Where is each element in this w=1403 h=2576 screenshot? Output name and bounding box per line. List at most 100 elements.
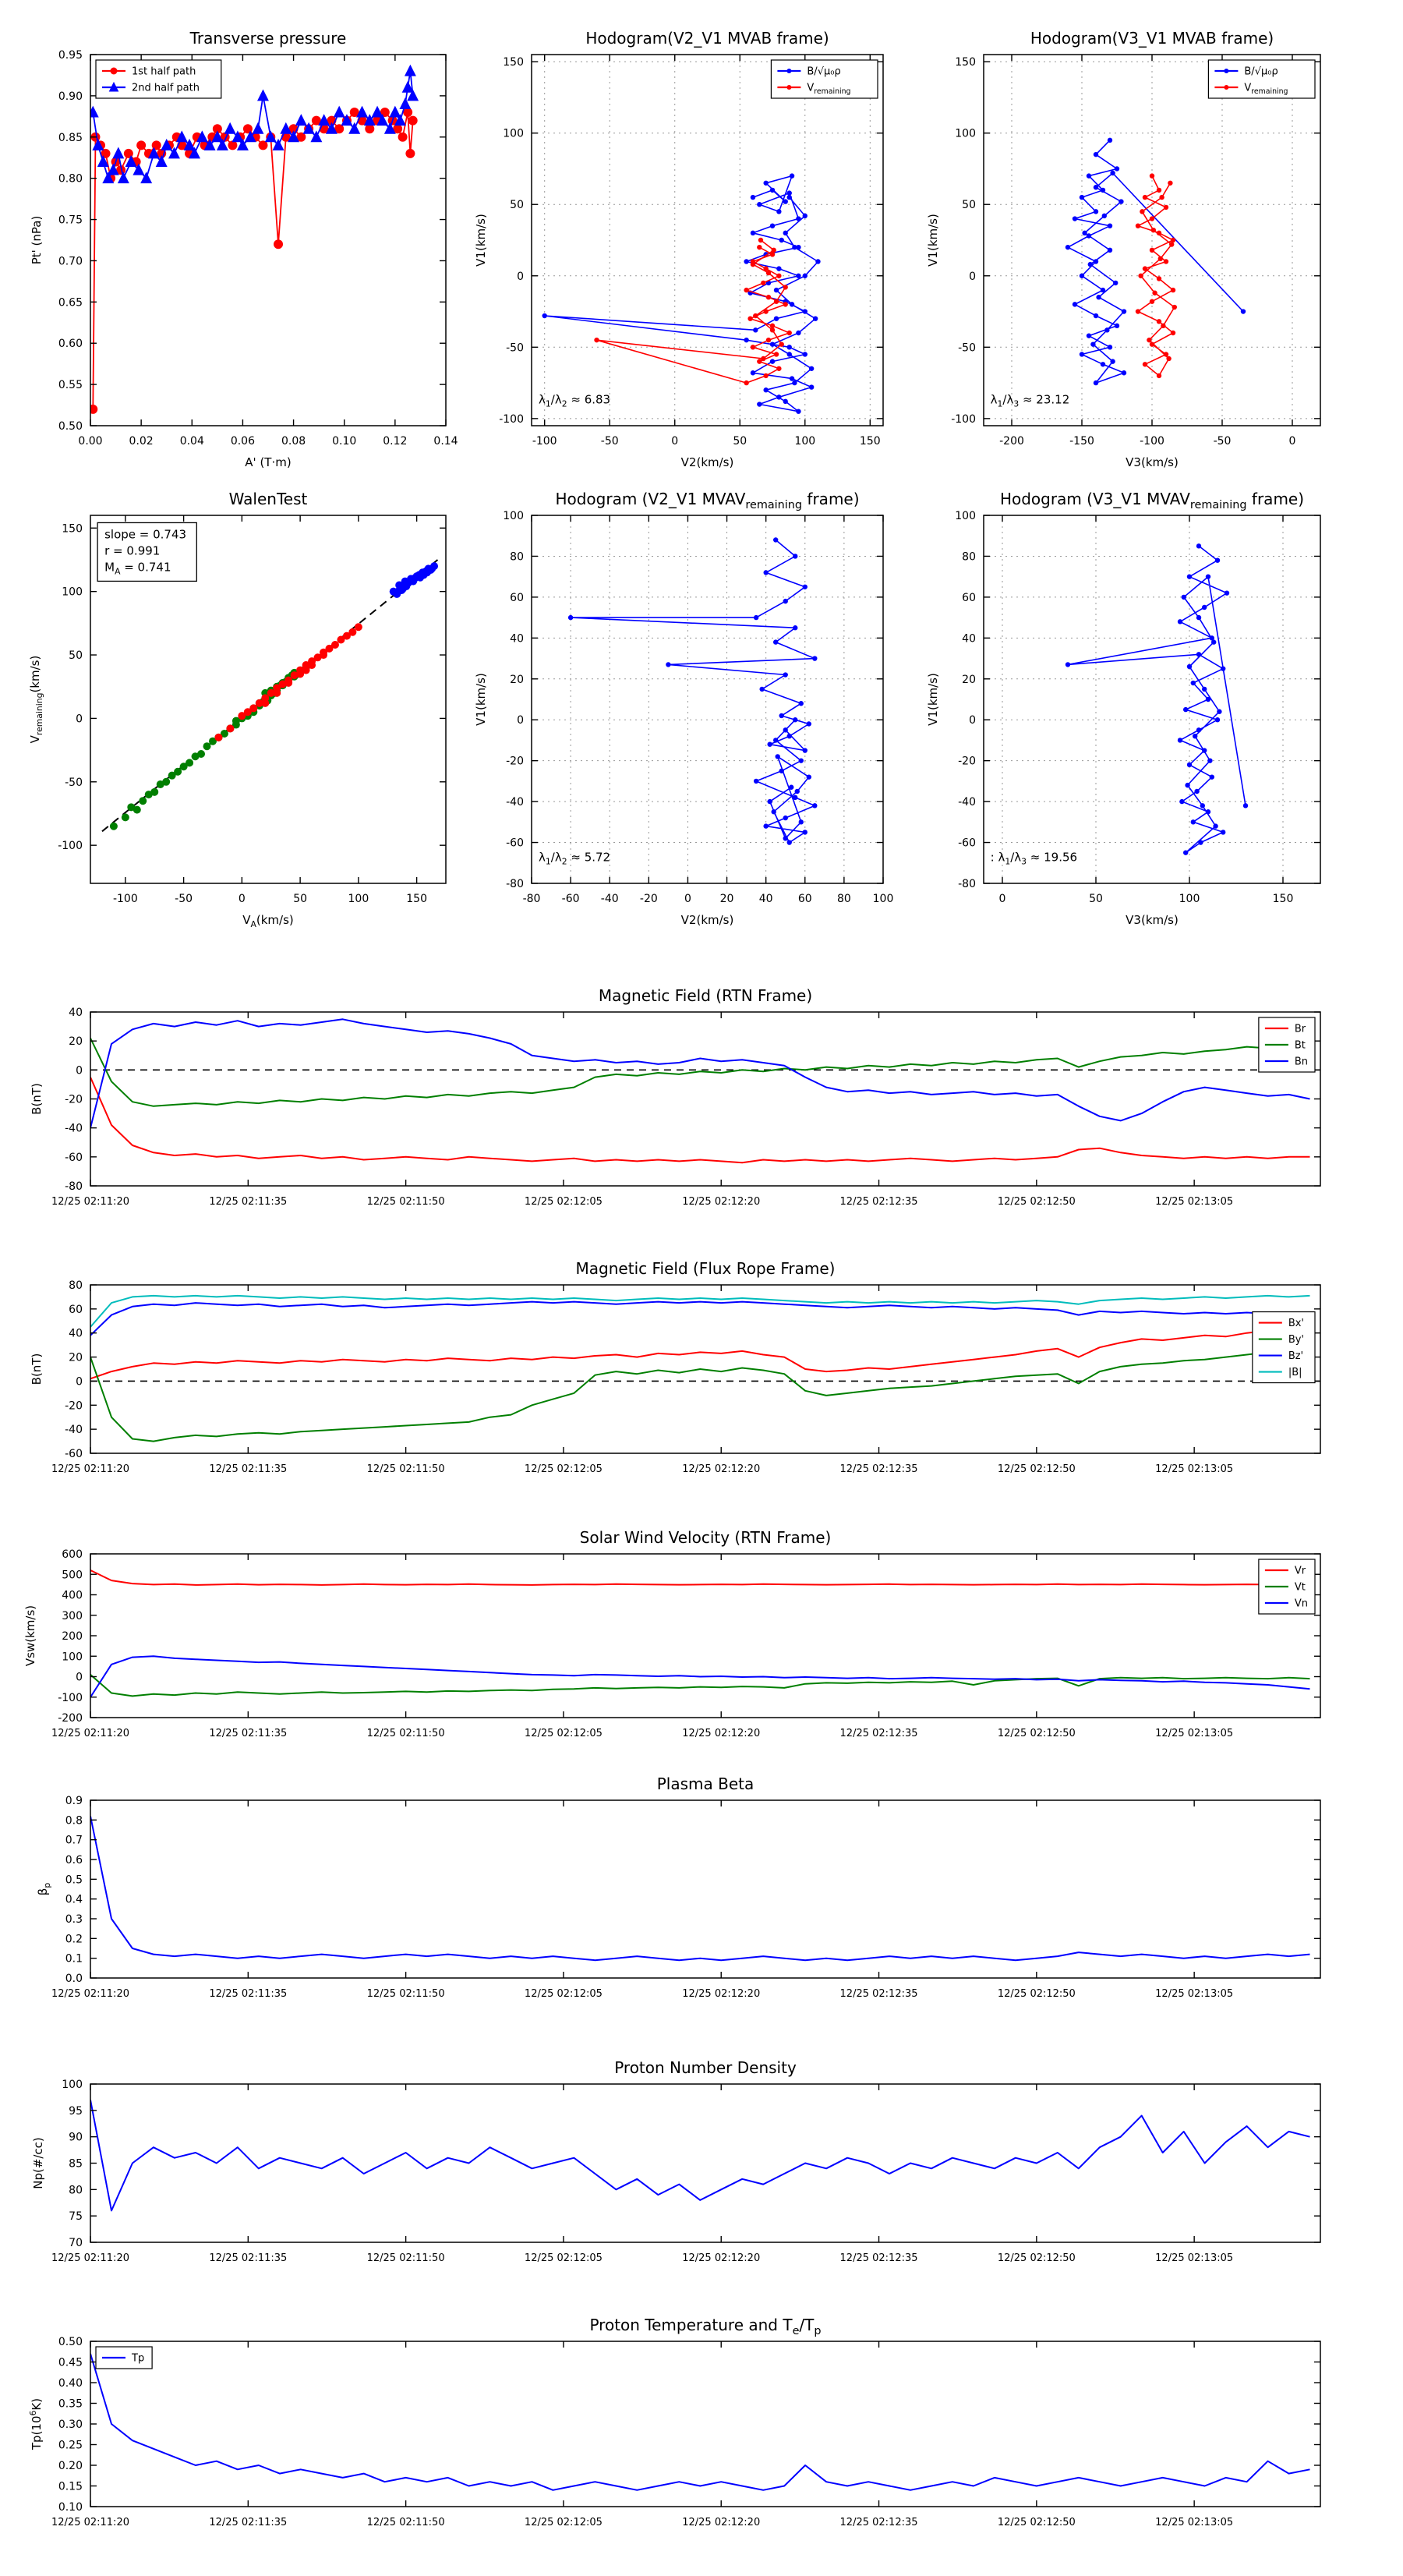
svg-text:80: 80 xyxy=(837,893,851,905)
svg-text:-100: -100 xyxy=(58,1692,83,1704)
svg-text:-50: -50 xyxy=(506,341,524,354)
svg-text:0.10: 0.10 xyxy=(332,435,356,448)
svg-text:-100: -100 xyxy=(1140,435,1164,448)
chart-title: Hodogram(V2_V1 MVAB frame) xyxy=(585,29,829,48)
svg-text:100: 100 xyxy=(955,510,976,522)
chart-plasma_beta: 12/25 02:11:20 12/25 02:11:35 12/25 02:11:… xyxy=(36,1775,1321,2000)
plot-border xyxy=(90,1799,1321,1979)
chart-b_fluxrope: 12/25 02:11:20 12/25 02:11:35 12/25 02:11:… xyxy=(30,1259,1321,1475)
svg-text:100: 100 xyxy=(503,128,524,140)
svg-text:0.30: 0.30 xyxy=(58,2419,83,2431)
grid xyxy=(532,55,883,426)
svg-text:100: 100 xyxy=(955,128,976,140)
svg-text:150: 150 xyxy=(860,435,881,448)
legend: B/√μ₀ρ Vremaining xyxy=(1207,59,1316,99)
svg-text:-60: -60 xyxy=(65,1152,83,1164)
ticks: 12/25 02:11:20 12/25 02:11:35 12/25 02:11:… xyxy=(51,2336,1320,2528)
annotation: λ1/λ3 ≈ 23.12 xyxy=(991,392,1070,409)
svg-text:12/25 02:12:50: 12/25 02:12:50 xyxy=(998,1728,1076,1739)
svg-text:12/25 02:12:50: 12/25 02:12:50 xyxy=(998,1463,1076,1475)
svg-text:20: 20 xyxy=(720,893,734,905)
svg-text:0.9: 0.9 xyxy=(65,1795,83,1807)
svg-text:1st half path: 1st half path xyxy=(132,66,196,78)
svg-text:-60: -60 xyxy=(562,893,580,905)
svg-text:0.00: 0.00 xyxy=(78,435,102,448)
plot-area xyxy=(90,1012,1320,1186)
svg-text:-100: -100 xyxy=(113,893,138,905)
chart-transverse_pressure: 0.00 0.02 0.04 0.06 0.08 0.10 0.12 0.14 0.50 0.55… xyxy=(30,29,458,469)
series-b-alfven xyxy=(543,175,819,412)
svg-text:-100: -100 xyxy=(499,413,524,426)
svg-text:0.10: 0.10 xyxy=(58,2501,83,2514)
svg-text:0.75: 0.75 xyxy=(58,214,83,227)
svg-text:95: 95 xyxy=(69,2105,83,2118)
svg-text:12/25 02:11:50: 12/25 02:11:50 xyxy=(367,1988,445,2000)
series-Np xyxy=(90,2100,1310,2212)
ticks: 12/25 02:11:20 12/25 02:11:35 12/25 02:11:… xyxy=(51,1795,1320,2000)
svg-text:40: 40 xyxy=(962,632,976,645)
y-axis-label: V1(km/s) xyxy=(926,214,940,267)
svg-text:0: 0 xyxy=(76,1375,83,1388)
svg-text:12/25 02:11:35: 12/25 02:11:35 xyxy=(209,1988,287,2000)
chart-vsw_rtn: 12/25 02:11:20 12/25 02:11:35 12/25 02:11:… xyxy=(23,1528,1321,1739)
svg-text:-40: -40 xyxy=(958,796,976,809)
series-group xyxy=(90,2353,1310,2491)
svg-text:0: 0 xyxy=(517,271,524,283)
svg-text:12/25 02:11:20: 12/25 02:11:20 xyxy=(51,1728,129,1739)
svg-text:12/25 02:11:50: 12/25 02:11:50 xyxy=(367,1463,445,1475)
legend: Br Bt Bn xyxy=(1258,1017,1316,1073)
series-Br xyxy=(90,1077,1310,1164)
svg-text:-100: -100 xyxy=(58,840,83,852)
svg-text:Vt: Vt xyxy=(1295,1582,1306,1594)
svg-text:-60: -60 xyxy=(506,837,524,850)
svg-text:12/25 02:11:35: 12/25 02:11:35 xyxy=(209,1463,287,1475)
svg-text:-40: -40 xyxy=(65,1424,83,1436)
svg-text:150: 150 xyxy=(1273,893,1294,905)
svg-text:60: 60 xyxy=(798,893,812,905)
svg-text:Vremaining: Vremaining xyxy=(807,83,850,96)
svg-text:0.85: 0.85 xyxy=(58,132,83,144)
legend: Vr Vt Vn xyxy=(1258,1559,1316,1615)
annotation: : λ1/λ3 ≈ 19.56 xyxy=(991,851,1077,867)
svg-text:12/25 02:12:50: 12/25 02:12:50 xyxy=(998,1988,1076,2000)
svg-text:0.3: 0.3 xyxy=(65,1913,83,1926)
svg-text:-80: -80 xyxy=(958,878,976,890)
series-Vt xyxy=(90,1674,1310,1697)
svg-text:-100: -100 xyxy=(951,413,976,426)
svg-text:-20: -20 xyxy=(958,755,976,768)
svg-text:-50: -50 xyxy=(958,341,976,354)
svg-text:12/25 02:12:05: 12/25 02:12:05 xyxy=(525,1988,603,2000)
svg-text:500: 500 xyxy=(62,1569,83,1581)
svg-text:-80: -80 xyxy=(523,893,541,905)
svg-text:-80: -80 xyxy=(65,1180,83,1193)
svg-text:0: 0 xyxy=(239,893,246,905)
svg-text:12/25 02:11:35: 12/25 02:11:35 xyxy=(209,1196,287,1208)
series-group xyxy=(90,1294,1310,1442)
svg-text:0.15: 0.15 xyxy=(58,2481,83,2493)
svg-text:12/25 02:11:50: 12/25 02:11:50 xyxy=(367,1196,445,1208)
chart-hodogram_v2v1_mvab: -100 -50 0 50 100 150 -100 -50 0 50 100 150 Hodogram… xyxy=(474,29,884,469)
series-group xyxy=(90,1816,1310,1962)
y-axis-label: Np(#/cc) xyxy=(31,2137,45,2189)
svg-text:12/25 02:12:35: 12/25 02:12:35 xyxy=(840,1728,918,1739)
svg-text:12/25 02:11:50: 12/25 02:11:50 xyxy=(367,1728,445,1739)
svg-text:0: 0 xyxy=(969,714,976,727)
svg-text:12/25 02:12:50: 12/25 02:12:50 xyxy=(998,2252,1076,2264)
chart-title: Transverse pressure xyxy=(189,29,347,48)
y-axis-label: B(nT) xyxy=(30,1353,44,1385)
svg-text:-50: -50 xyxy=(601,435,619,448)
series-group xyxy=(90,1569,1310,1698)
chart-hodogram_v3v1_mvab: -200 -150 -100 -50 0 -100 -50 0 50 100 150 Hodogram… xyxy=(926,29,1321,469)
annotation: λ1/λ2 ≈ 5.72 xyxy=(539,851,610,867)
svg-text:0: 0 xyxy=(684,893,691,905)
svg-text:12/25 02:12:20: 12/25 02:12:20 xyxy=(682,1988,760,2000)
svg-text:12/25 02:11:50: 12/25 02:11:50 xyxy=(367,2517,445,2528)
y-axis-label: Pt' (nPa) xyxy=(30,216,44,265)
svg-text:-40: -40 xyxy=(65,1123,83,1135)
svg-text:Br: Br xyxy=(1295,1024,1306,1035)
svg-text:0.65: 0.65 xyxy=(58,296,83,309)
svg-text:0.60: 0.60 xyxy=(58,338,83,350)
svg-text:Bx': Bx' xyxy=(1288,1318,1304,1329)
ticks: 12/25 02:11:20 12/25 02:11:35 12/25 02:11:… xyxy=(51,1279,1320,1475)
svg-text:-50: -50 xyxy=(65,777,83,789)
